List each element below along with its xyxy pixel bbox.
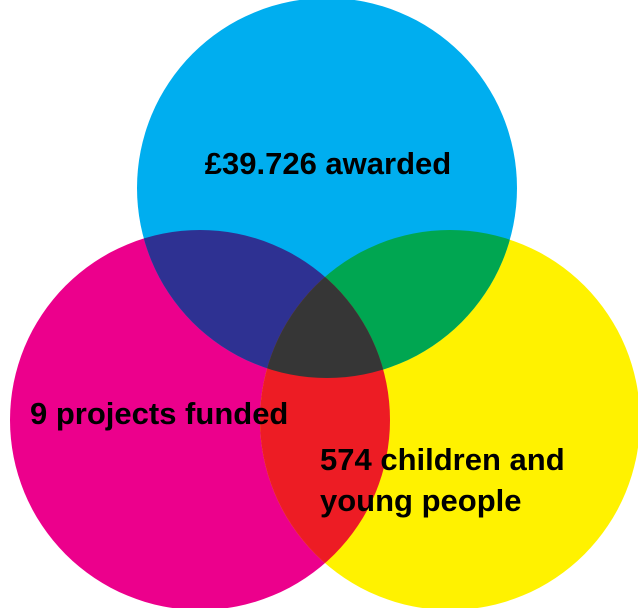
label-top: £39.726 awarded [205,146,451,181]
label-top-line-1: £39.726 awarded [205,146,451,181]
label-right-line-1: 574 children and [320,442,565,477]
label-left: 9 projects funded [30,396,288,431]
label-left-line-1: 9 projects funded [30,396,288,431]
overlap-all [260,230,390,378]
label-right: 574 children and young people [320,442,573,518]
label-right-line-2: young people [320,483,522,518]
